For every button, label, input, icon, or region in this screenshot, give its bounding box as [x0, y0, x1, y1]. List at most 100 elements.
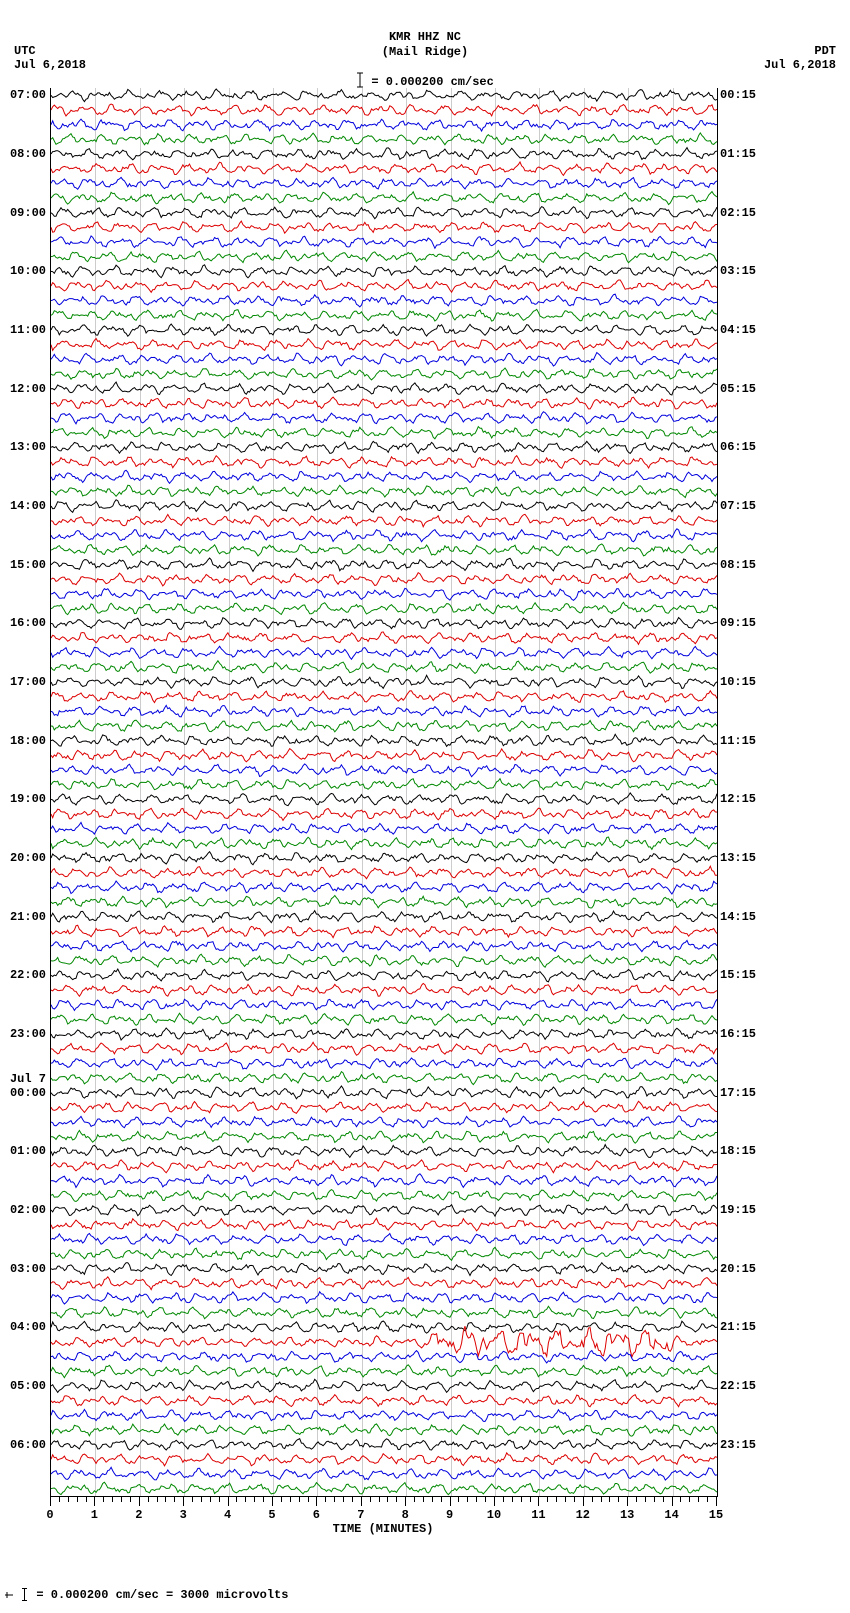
trace-line	[51, 88, 717, 1496]
pdt-time-label: 22:15	[720, 1379, 756, 1393]
pdt-time-label: 10:15	[720, 675, 756, 689]
utc-time-label: 06:00	[0, 1438, 46, 1452]
utc-time-label: 02:00	[0, 1203, 46, 1217]
trace-line	[51, 88, 717, 1496]
trace-line	[51, 88, 717, 1496]
trace-line	[51, 88, 717, 1496]
trace-line	[51, 88, 717, 1496]
trace-line	[51, 88, 717, 1496]
utc-time-label: 07:00	[0, 88, 46, 102]
xtick-label: 9	[446, 1508, 453, 1522]
trace-line	[51, 88, 717, 1496]
utc-time-label: 23:00	[0, 1027, 46, 1041]
trace-line	[51, 88, 717, 1496]
station-code: KMR HHZ NC	[0, 30, 850, 44]
trace-line	[51, 88, 717, 1496]
utc-time-label: 16:00	[0, 616, 46, 630]
pdt-time-label: 12:15	[720, 792, 756, 806]
trace-line	[51, 88, 717, 1496]
trace-line	[51, 88, 717, 1496]
utc-time-label: 00:00	[0, 1086, 46, 1100]
xtick-label: 3	[180, 1508, 187, 1522]
xtick-label: 11	[531, 1508, 545, 1522]
trace-line	[51, 88, 717, 1496]
tz-left-label: UTC	[14, 44, 36, 58]
trace-line	[51, 88, 717, 1496]
trace-line	[51, 88, 717, 1496]
pdt-time-label: 06:15	[720, 440, 756, 454]
trace-line	[51, 88, 717, 1496]
trace-line	[51, 88, 717, 1496]
utc-time-label: 18:00	[0, 734, 46, 748]
trace-line	[51, 88, 717, 1496]
utc-time-label: 10:00	[0, 264, 46, 278]
utc-time-label: 09:00	[0, 206, 46, 220]
xtick-label: 6	[313, 1508, 320, 1522]
xtick-label: 2	[135, 1508, 142, 1522]
trace-line	[51, 88, 717, 1496]
trace-line	[51, 88, 717, 1496]
trace-line	[51, 88, 717, 1496]
trace-line	[51, 88, 717, 1496]
xtick-label: 4	[224, 1508, 231, 1522]
trace-line	[51, 88, 717, 1496]
trace-line	[51, 88, 717, 1496]
utc-time-label: 14:00	[0, 499, 46, 513]
xtick-label: 0	[46, 1508, 53, 1522]
trace-line	[51, 88, 717, 1496]
xtick-label: 14	[664, 1508, 678, 1522]
trace-line	[51, 88, 717, 1496]
utc-time-label: 17:00	[0, 675, 46, 689]
trace-line	[51, 88, 717, 1496]
station-name: (Mail Ridge)	[0, 45, 850, 59]
tz-left-date: Jul 6,2018	[14, 58, 86, 72]
trace-line	[51, 88, 717, 1496]
utc-time-label: 04:00	[0, 1320, 46, 1334]
trace-line	[51, 88, 717, 1496]
utc-time-label: 22:00	[0, 968, 46, 982]
trace-line	[51, 88, 717, 1496]
trace-line	[51, 88, 717, 1496]
trace-line	[51, 88, 717, 1496]
trace-line	[51, 88, 717, 1496]
trace-line	[51, 88, 717, 1496]
trace-line	[51, 88, 717, 1496]
trace-line	[51, 88, 717, 1496]
utc-time-label: 11:00	[0, 323, 46, 337]
xtick-label: 10	[487, 1508, 501, 1522]
trace-line	[51, 88, 717, 1496]
xtick-label: 12	[576, 1508, 590, 1522]
seismogram-container: KMR HHZ NC (Mail Ridge) UTC Jul 6,2018 P…	[0, 0, 850, 1613]
trace-line	[51, 88, 717, 1496]
pdt-time-label: 18:15	[720, 1144, 756, 1158]
trace-line	[51, 88, 717, 1496]
trace-line	[51, 88, 717, 1496]
pdt-time-label: 16:15	[720, 1027, 756, 1041]
trace-line	[51, 88, 717, 1496]
trace-line	[51, 88, 717, 1496]
trace-line	[51, 88, 717, 1496]
pdt-time-label: 15:15	[720, 968, 756, 982]
trace-line	[51, 88, 717, 1496]
utc-time-label: 13:00	[0, 440, 46, 454]
trace-line	[51, 88, 717, 1496]
trace-line	[51, 88, 717, 1496]
trace-line	[51, 88, 717, 1496]
utc-time-label: 21:00	[0, 910, 46, 924]
pdt-time-label: 20:15	[720, 1262, 756, 1276]
trace-line	[51, 88, 717, 1496]
trace-line	[51, 88, 717, 1496]
xtick-label: 5	[268, 1508, 275, 1522]
utc-time-label: 20:00	[0, 851, 46, 865]
trace-line	[51, 88, 717, 1496]
tz-right-date: Jul 6,2018	[764, 58, 836, 72]
trace-line	[51, 88, 717, 1496]
gain-bar-icon	[24, 1588, 25, 1601]
pdt-time-label: 03:15	[720, 264, 756, 278]
trace-line	[51, 88, 717, 1496]
trace-line	[51, 88, 717, 1496]
trace-line	[51, 88, 717, 1496]
x-axis-label: TIME (MINUTES)	[50, 1522, 716, 1536]
trace-line	[51, 88, 717, 1496]
trace-line	[51, 88, 717, 1496]
